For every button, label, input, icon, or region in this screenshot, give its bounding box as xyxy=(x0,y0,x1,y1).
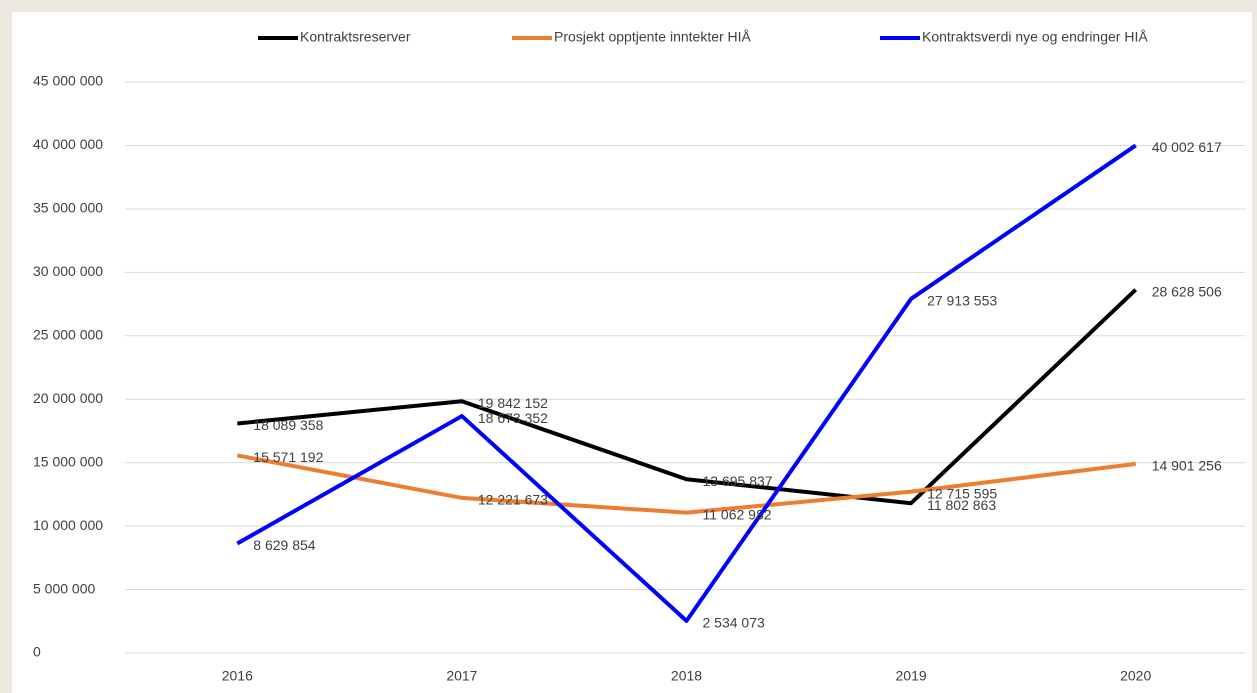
data-label: 8 629 854 xyxy=(253,537,315,553)
data-label: 18 089 358 xyxy=(253,417,323,433)
series-line xyxy=(237,288,1138,506)
y-tick-label: 40 000 000 xyxy=(33,136,103,152)
x-tick-label: 2017 xyxy=(446,668,477,684)
y-tick-label: 30 000 000 xyxy=(33,263,103,279)
x-tick-label: 2020 xyxy=(1120,668,1151,684)
legend-label: Prosjekt opptjente inntekter HIÅ xyxy=(554,29,752,45)
data-label: 11 062 982 xyxy=(703,506,772,522)
data-label: 15 571 192 xyxy=(253,449,323,465)
data-label: 40 002 617 xyxy=(1152,139,1222,155)
data-label: 27 913 553 xyxy=(927,293,997,309)
y-tick-label: 20 000 000 xyxy=(33,390,103,406)
series-line xyxy=(236,453,1136,515)
y-tick-label: 45 000 000 xyxy=(33,73,103,89)
x-tick-label: 2016 xyxy=(222,668,253,684)
y-tick-label: 10 000 000 xyxy=(33,517,103,533)
data-label: 14 901 256 xyxy=(1152,458,1222,474)
data-label: 18 673 352 xyxy=(478,410,548,426)
data-label: 12 221 673 xyxy=(478,492,548,508)
data-label: 13 695 837 xyxy=(703,473,773,489)
chart-panel xyxy=(12,12,1252,693)
legend-label: Kontraktsverdi nye og endringer HIÅ xyxy=(922,29,1148,45)
data-label: 2 534 073 xyxy=(703,615,765,631)
y-tick-label: 5 000 000 xyxy=(33,580,95,596)
data-label: 11 802 863 xyxy=(927,497,996,513)
x-tick-label: 2019 xyxy=(896,668,927,684)
y-tick-label: 15 000 000 xyxy=(33,453,103,469)
y-tick-label: 25 000 000 xyxy=(33,326,103,342)
y-tick-label: 35 000 000 xyxy=(33,200,103,216)
legend-label: Kontraktsreserver xyxy=(300,29,411,45)
y-tick-label: 0 xyxy=(33,644,41,660)
data-label: 12 715 595 xyxy=(927,485,997,501)
x-tick-label: 2018 xyxy=(671,668,702,684)
series-line xyxy=(236,143,1137,623)
data-label: 19 842 152 xyxy=(478,395,548,411)
data-label: 28 628 506 xyxy=(1152,283,1222,299)
